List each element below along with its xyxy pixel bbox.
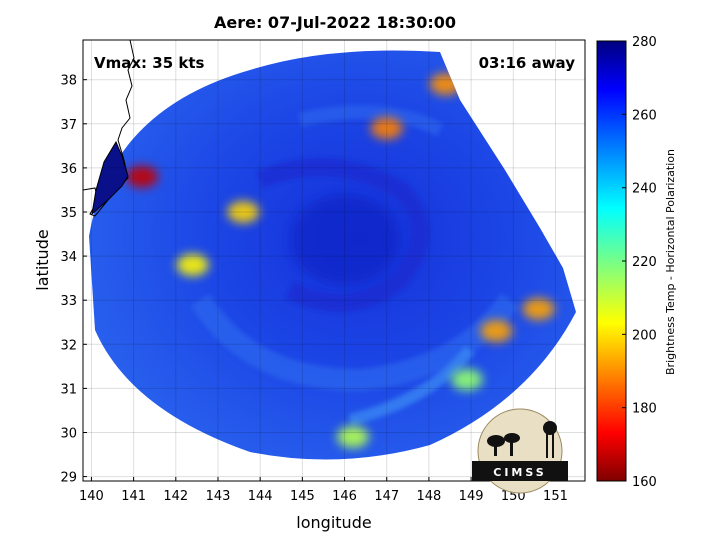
colorbar-tick-label: 200 xyxy=(632,328,657,343)
colorbar-tick-label: 160 xyxy=(632,475,657,490)
x-tick-label: 142 xyxy=(163,489,188,504)
cimss-logo-text: CIMSS xyxy=(493,466,546,479)
x-tick-label: 151 xyxy=(543,489,568,504)
y-tick-label: 31 xyxy=(60,382,77,397)
x-tick-label: 145 xyxy=(290,489,315,504)
x-tick-label: 144 xyxy=(248,489,273,504)
y-tick-label: 37 xyxy=(60,118,77,133)
colorbar-tick-label: 260 xyxy=(632,108,657,123)
cloud-bands xyxy=(190,105,519,426)
tb-feature-4 xyxy=(480,320,513,343)
colorbar-label: Brightness Temp - Horizontal Polarizatio… xyxy=(664,149,677,375)
x-axis-label: longitude xyxy=(296,513,371,532)
colorbar-tick-label: 220 xyxy=(632,255,657,270)
storm-eye xyxy=(290,195,400,285)
y-tick-label: 38 xyxy=(60,74,77,89)
y-tick-label: 34 xyxy=(60,250,77,265)
chart-title: Aere: 07-Jul-2022 18:30:00 xyxy=(214,13,456,32)
time-away-label: 03:16 away xyxy=(479,54,576,72)
vmax-label: Vmax: 35 kts xyxy=(94,54,204,72)
y-tick-label: 35 xyxy=(60,206,77,221)
tb-feature-8 xyxy=(126,165,159,188)
tb-feature-2 xyxy=(336,425,369,448)
colorbar-ticks: 160 180 200 220 240 260 280 xyxy=(622,35,657,490)
y-tick-label: 33 xyxy=(60,294,77,309)
x-tick-label: 149 xyxy=(459,489,484,504)
tb-feature-1 xyxy=(227,200,260,223)
colorbar-tick-label: 240 xyxy=(632,182,657,197)
cimss-logo: CIMSS xyxy=(472,408,568,494)
x-tick-label: 146 xyxy=(332,489,357,504)
colorbar xyxy=(596,40,627,482)
tb-feature-3 xyxy=(450,368,483,391)
coastline xyxy=(83,40,135,217)
x-tick-label: 140 xyxy=(79,489,104,504)
y-tick-label: 32 xyxy=(60,338,77,353)
x-tick-label: 148 xyxy=(417,489,442,504)
colorbar-tick-label: 180 xyxy=(632,402,657,417)
y-tick-label: 30 xyxy=(60,426,77,441)
colorbar-tick-label: 280 xyxy=(632,35,657,50)
y-axis-label: latitude xyxy=(33,229,52,290)
y-tick-label: 36 xyxy=(60,162,77,177)
tb-feature-0 xyxy=(176,253,209,276)
x-grid: 140 141 142 143 144 145 146 147 148 149 150 151 xyxy=(79,40,568,504)
x-tick-label: 147 xyxy=(374,489,399,504)
x-tick-label: 143 xyxy=(206,489,231,504)
tb-feature-7 xyxy=(370,117,403,140)
y-tick-label: 29 xyxy=(60,471,77,486)
tb-feature-5 xyxy=(522,298,555,321)
axes-frame xyxy=(82,39,586,482)
x-tick-label: 141 xyxy=(121,489,146,504)
